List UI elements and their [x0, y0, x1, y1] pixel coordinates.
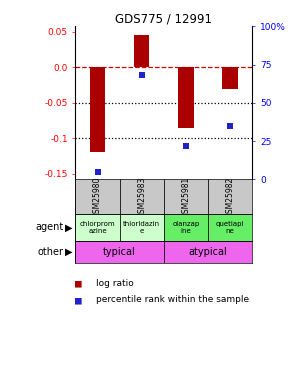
Text: ▶: ▶: [65, 247, 72, 256]
Bar: [75, 179, 119, 214]
Text: ▶: ▶: [65, 222, 72, 232]
Text: GSM25983: GSM25983: [137, 176, 146, 218]
Text: thioridazin
e: thioridazin e: [123, 221, 160, 234]
Bar: [164, 241, 252, 262]
Bar: [178, 68, 194, 128]
Text: typical: typical: [103, 247, 136, 256]
Bar: [75, 241, 164, 262]
Bar: [222, 68, 238, 88]
Bar: [164, 214, 208, 241]
Text: olanzap
ine: olanzap ine: [172, 221, 200, 234]
Text: atypical: atypical: [189, 247, 227, 256]
Text: ■: ■: [75, 278, 82, 288]
Bar: [208, 179, 252, 214]
Bar: [208, 214, 252, 241]
Bar: [134, 36, 149, 68]
Title: GDS775 / 12991: GDS775 / 12991: [115, 12, 212, 25]
Text: GSM25981: GSM25981: [182, 176, 191, 218]
Text: percentile rank within the sample: percentile rank within the sample: [96, 296, 249, 304]
Bar: [119, 214, 164, 241]
Bar: [164, 179, 208, 214]
Text: log ratio: log ratio: [96, 279, 133, 288]
Text: other: other: [38, 247, 64, 256]
Bar: [119, 179, 164, 214]
Text: GSM25980: GSM25980: [93, 176, 102, 218]
Bar: [90, 68, 105, 152]
Text: quetiapi
ne: quetiapi ne: [216, 221, 244, 234]
Bar: [75, 214, 119, 241]
Text: chlorprom
azine: chlorprom azine: [80, 221, 115, 234]
Text: agent: agent: [36, 222, 64, 232]
Text: GSM25982: GSM25982: [226, 176, 235, 218]
Text: ■: ■: [75, 295, 82, 305]
